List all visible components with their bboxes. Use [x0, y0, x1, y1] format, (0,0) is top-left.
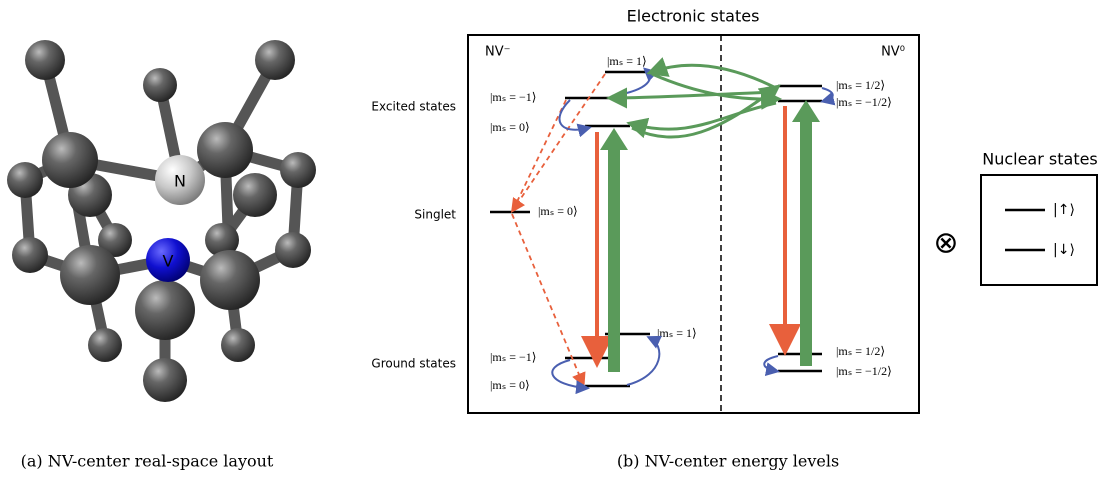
- atom-label: V: [163, 252, 174, 271]
- caption: (a) NV-center real-space layout: [21, 452, 274, 471]
- state-label: |mₛ = 0⟩: [490, 378, 530, 392]
- levels: [490, 72, 822, 386]
- state-label: |mₛ = −1⟩: [490, 350, 536, 364]
- shape: [200, 250, 260, 310]
- state-label: |mₛ = 1⟩: [657, 326, 697, 340]
- shape: [822, 88, 833, 101]
- shape: [514, 100, 566, 208]
- shape: [7, 162, 43, 198]
- group-label: Excited states: [371, 100, 456, 114]
- shape: [143, 358, 187, 402]
- shape: [42, 132, 98, 188]
- energy-diagram: Electronic states NV⁻ NV⁰ Excited states…: [371, 7, 919, 414]
- diagram-title: Electronic states: [627, 7, 760, 26]
- shape: [612, 70, 650, 96]
- shape: [143, 68, 177, 102]
- charge-state: NV⁰: [881, 45, 905, 60]
- shape: [233, 173, 277, 217]
- shape: [25, 40, 65, 80]
- shape: [652, 65, 776, 88]
- state-label: |mₛ = 1⟩: [607, 54, 647, 68]
- group-label: Singlet: [414, 208, 456, 222]
- shape: [552, 360, 586, 388]
- charge-state: NV⁻: [485, 45, 510, 60]
- state-label: |mₛ = 1/2⟩: [836, 78, 885, 92]
- group-label: Ground states: [371, 357, 456, 371]
- shape: [88, 328, 122, 362]
- atom-label: N: [174, 172, 186, 191]
- state-label: |mₛ = −1/2⟩: [836, 364, 892, 378]
- shape: [764, 356, 778, 371]
- figure: N V (a) NV-center real-space layout Elec…: [0, 0, 1110, 484]
- shape: [135, 280, 195, 340]
- molecule: N V: [7, 40, 316, 402]
- shape: [627, 338, 659, 385]
- nuclear-title: Nuclear states: [982, 150, 1098, 169]
- state-label: |mₛ = −1/2⟩: [836, 95, 892, 109]
- tensor-product: ⊗: [933, 226, 958, 261]
- nuclear-label: |↑⟩: [1053, 202, 1075, 218]
- nuclear-label: |↓⟩: [1053, 242, 1075, 258]
- state-label: |mₛ = −1⟩: [490, 90, 536, 104]
- shape: [280, 152, 316, 188]
- shape: [600, 128, 628, 372]
- shape: [255, 40, 295, 80]
- shape: [632, 103, 776, 129]
- shape: [792, 100, 820, 366]
- shape: [197, 122, 253, 178]
- shape: [12, 237, 48, 273]
- shape: [60, 245, 120, 305]
- state-label: |mₛ = 0⟩: [538, 204, 578, 218]
- shape: [275, 232, 311, 268]
- state-label: |mₛ = 1/2⟩: [836, 344, 885, 358]
- state-label: |mₛ = 0⟩: [490, 120, 530, 134]
- shape: [221, 328, 255, 362]
- nuclear-box: [981, 175, 1097, 285]
- caption: (b) NV-center energy levels: [617, 452, 839, 471]
